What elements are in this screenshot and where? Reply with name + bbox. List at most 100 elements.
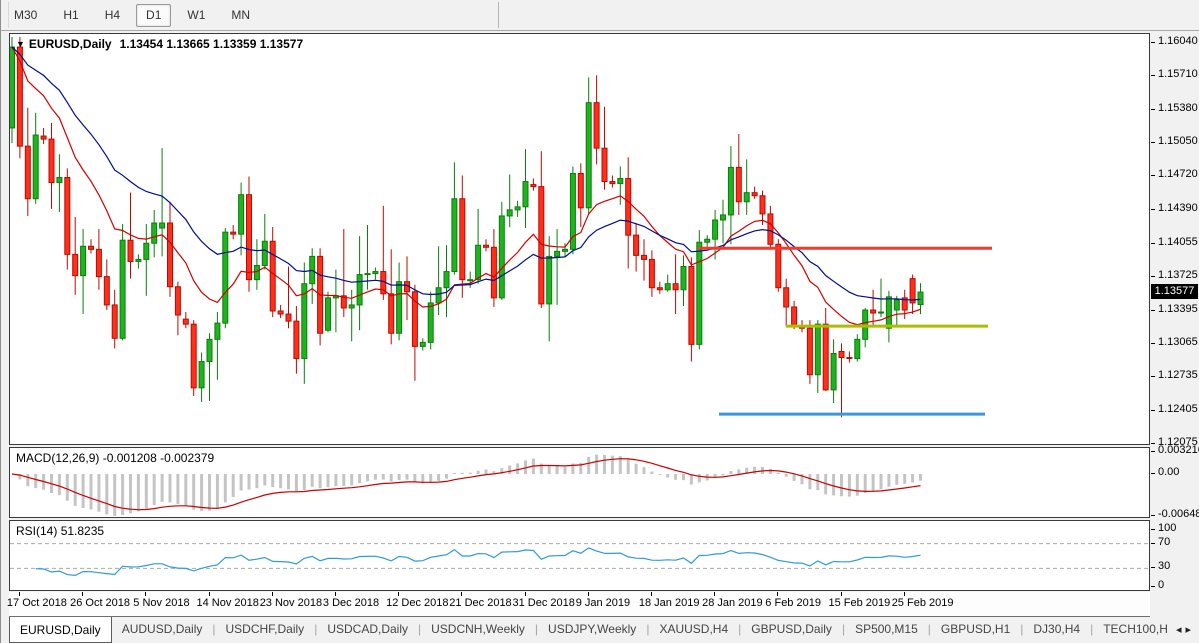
candle-body: [822, 323, 829, 391]
timeframe-button-d1[interactable]: D1: [136, 4, 172, 27]
candle-body: [340, 295, 347, 309]
price-tick-label: 1.13725: [1158, 269, 1198, 282]
tab-separator: |: [418, 622, 422, 636]
axis-tick: [1151, 75, 1155, 77]
candle-body: [174, 286, 181, 316]
candle-body: [854, 338, 861, 360]
chart-tab-xauusd[interactable]: XAUUSD,H4: [659, 622, 729, 636]
candle-body: [48, 138, 55, 184]
timeframe-button-h1[interactable]: H1: [63, 8, 79, 22]
price-tick-label: 1.15380: [1158, 101, 1198, 114]
chart-tab-usdjpy[interactable]: USDJPY,Weekly: [548, 622, 637, 636]
candle-body: [388, 293, 395, 334]
date-label: 12 Dec 2018: [386, 597, 449, 609]
candle-body: [198, 361, 205, 389]
tab-scroll-arrows[interactable]: ◂▸: [1176, 623, 1195, 636]
candle-body: [791, 306, 798, 327]
chart-tab-dj30[interactable]: DJ30,H4: [1033, 622, 1081, 636]
candle-body: [641, 254, 647, 260]
chart-tab-usdcad[interactable]: USDCAD,Daily: [327, 622, 408, 636]
chart-tab-tech100[interactable]: TECH100,H: [1103, 622, 1168, 636]
chart-tab-gbpusd[interactable]: GBPUSD,H1: [940, 622, 1011, 636]
chart-tab-usdcnh[interactable]: USDCNH,Weekly: [431, 622, 525, 636]
candle-body: [277, 310, 284, 315]
timeframe-button-w1[interactable]: W1: [187, 8, 206, 22]
candle-body: [443, 271, 450, 289]
date-label: 17 Oct 2018: [6, 597, 67, 609]
rsi-axis-label: 100: [1158, 522, 1177, 534]
date-label: 25 Feb 2019: [891, 597, 954, 609]
macd-indicator-panel[interactable]: MACD(12,26,9) -0.001208 -0.002379: [9, 447, 1150, 518]
rsi-indicator-panel[interactable]: RSI(14) 51.8235: [9, 520, 1150, 591]
candle-body: [111, 304, 118, 339]
tab-separator: |: [927, 622, 931, 636]
candle-body: [103, 276, 110, 306]
chart-tab-usdchf[interactable]: USDCHF,Daily: [225, 622, 305, 636]
axis-tick: [1151, 515, 1155, 516]
tab-separator: |: [646, 622, 650, 636]
rsi-label: RSI(14) 51.8235: [16, 524, 105, 538]
timeframe-button-h4[interactable]: H4: [104, 8, 121, 22]
price-tick-label: 1.14390: [1158, 201, 1198, 214]
candle-body: [838, 350, 845, 359]
candle-body: [301, 283, 308, 360]
chart-tab-sp500[interactable]: SP500,M15: [855, 622, 918, 636]
candle-body: [427, 302, 434, 343]
axis-tick: [1151, 309, 1155, 311]
axis-tick: [1151, 586, 1155, 587]
candle-body: [751, 192, 758, 197]
macd-axis-label: 0.00: [1158, 466, 1180, 478]
macd-chart[interactable]: [10, 448, 1149, 517]
candle-body: [206, 338, 213, 363]
axis-tick: [1151, 108, 1155, 110]
candle-body: [119, 239, 126, 339]
toolbar-separator: [498, 2, 499, 28]
chart-tab-eurusd[interactable]: EURUSD,Daily: [9, 617, 112, 643]
macd-label: MACD(12,26,9) -0.001208 -0.002379: [16, 451, 215, 465]
candle-body: [680, 266, 687, 291]
candle-body: [759, 195, 766, 215]
candle-body: [633, 234, 640, 256]
price-axis[interactable]: 1.16040 1.15710 1.15380 1.15050 1.14720 1.143…: [1150, 33, 1199, 617]
candlestick-chart[interactable]: [10, 34, 1149, 444]
date-label: 9 Jan 2019: [575, 597, 631, 609]
chart-tab-gbpusd[interactable]: GBPUSD,Daily: [751, 622, 832, 636]
candle-body: [909, 278, 916, 304]
chart-symbol-label: EURUSD,Daily: [28, 37, 112, 51]
candle-body: [862, 309, 869, 340]
ma-slow-line: [11, 46, 921, 301]
candle-body: [285, 313, 292, 322]
chart-tab-audusd[interactable]: AUDUSD,Daily: [121, 622, 203, 636]
timeframe-button-mn[interactable]: MN: [231, 8, 251, 22]
candle-body: [609, 181, 616, 185]
candle-body: [372, 271, 379, 275]
rsi-chart[interactable]: [10, 521, 1149, 590]
candle-body: [467, 279, 474, 282]
timeframe-button-m30[interactable]: M30: [14, 8, 38, 22]
candle-body: [514, 206, 521, 211]
symbol-dropdown-icon[interactable]: ▼: [16, 39, 25, 49]
tab-separator: |: [738, 622, 742, 636]
candle-body: [483, 244, 489, 248]
candle-body: [767, 213, 774, 245]
tab-separator: |: [841, 622, 846, 636]
macd-values: -0.001208 -0.002379: [102, 451, 215, 465]
candle-body: [325, 297, 331, 331]
time-axis[interactable]: 17 Oct 2018 26 Oct 2018 5 Nov 2018 14 Nov 2…: [6, 592, 1150, 617]
candle-body: [735, 166, 742, 203]
candle-body: [696, 241, 703, 345]
price-tick-label: 1.16040: [1158, 35, 1198, 47]
date-tick: [840, 592, 842, 596]
candle-body: [878, 311, 884, 314]
candle-body: [459, 198, 466, 281]
candle-body: [419, 341, 426, 347]
candle-body: [238, 194, 245, 235]
macd-axis-label: 0.003216: [1158, 444, 1199, 457]
price-chart-panel[interactable]: ▼ EURUSD,Daily 1.13454 1.13665 1.13359 1.1…: [9, 33, 1150, 445]
price-tick-label: 1.13065: [1158, 335, 1198, 348]
candle-body: [720, 214, 726, 221]
candle-body: [167, 222, 173, 288]
candle-body: [396, 281, 403, 334]
date-tick: [903, 592, 905, 596]
